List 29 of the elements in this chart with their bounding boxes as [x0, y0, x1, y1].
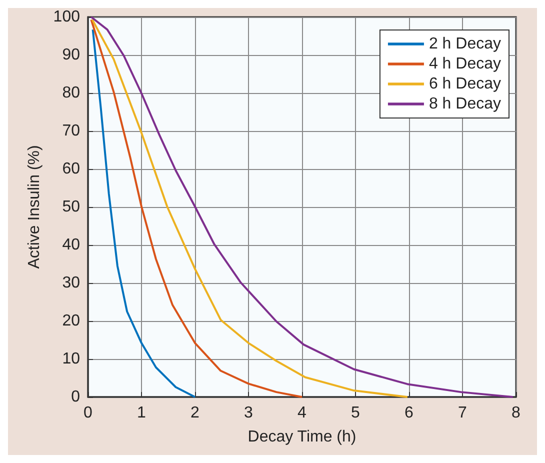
y-tick-label: 40: [62, 236, 80, 254]
x-tick-label: 1: [137, 404, 146, 422]
line-series: [92, 28, 196, 398]
legend-label: 4 h Decay: [428, 56, 502, 72]
x-tick-label: 8: [512, 404, 521, 422]
x-tick-label: 6: [404, 404, 414, 422]
legend-label: 6 h Decay: [428, 76, 502, 92]
y-tick-label: 100: [53, 8, 80, 26]
y-tick-label: 0: [71, 388, 80, 406]
y-tick-label: 50: [62, 198, 80, 216]
y-tick-label: 60: [62, 160, 80, 178]
y-tick-label: 70: [62, 122, 80, 140]
x-tick-label: 3: [244, 404, 254, 422]
y-tick-label: 10: [62, 350, 80, 368]
y-tick-label: 90: [62, 46, 80, 64]
y-tick-label: 80: [62, 84, 80, 102]
legend-label: 2 h Decay: [428, 36, 502, 52]
y-tick-label: 30: [62, 274, 80, 292]
line-series: [90, 16, 514, 398]
x-tick-label: 2: [190, 404, 200, 422]
line-series: [91, 18, 408, 398]
x-tick-label: 0: [84, 404, 93, 422]
y-axis-title: Active Insulin (%): [26, 145, 43, 269]
legend-label: 8 h Decay: [428, 96, 502, 112]
y-tick-label: 20: [62, 312, 80, 330]
x-axis-title: Decay Time (h): [248, 428, 356, 446]
x-tick-label: 7: [458, 404, 468, 422]
x-tick-label: 4: [298, 404, 307, 422]
x-tick-label: 5: [351, 404, 360, 422]
